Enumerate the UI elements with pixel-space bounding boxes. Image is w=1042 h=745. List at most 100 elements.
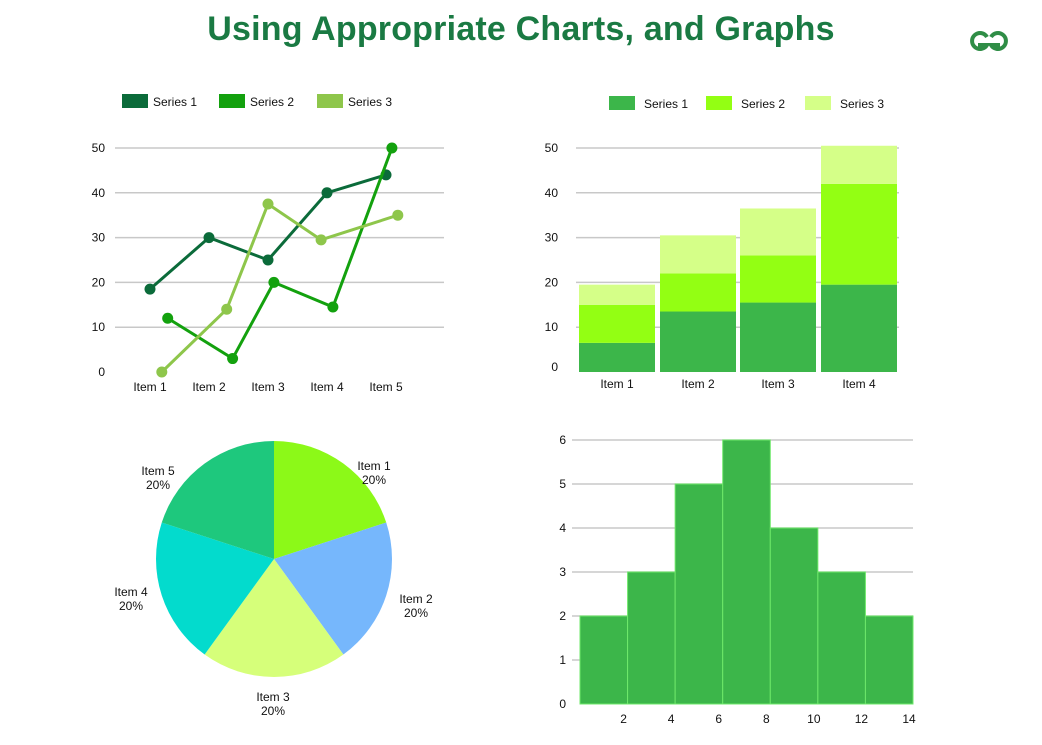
x-tick-label: Item 5 — [369, 380, 403, 394]
series-line-1 — [149, 173, 387, 291]
legend-swatch-3 — [317, 94, 343, 108]
bar-segment-3 — [821, 145, 897, 184]
data-point — [262, 254, 274, 266]
x-tick-label: Item 1 — [133, 380, 167, 394]
y-tick-label: 3 — [559, 565, 566, 579]
legend-label-3: Series 3 — [840, 97, 884, 111]
x-tick-label: 4 — [668, 712, 675, 726]
pie-label-name: Item 2 — [399, 592, 433, 606]
pie-label-name: Item 1 — [357, 459, 391, 473]
data-point — [262, 198, 274, 210]
y-tick-label: 50 — [545, 141, 559, 155]
line-chart-series — [144, 142, 404, 378]
histogram-bar — [864, 615, 914, 705]
y-tick-label: 0 — [559, 697, 566, 711]
data-point — [227, 353, 239, 365]
line-chart-y-ticks: 0 10 20 30 40 50 — [92, 141, 106, 379]
bar-segment-2 — [740, 255, 816, 303]
legend-label-2: Series 2 — [250, 95, 294, 109]
data-point — [386, 142, 398, 154]
bar-segment-1 — [740, 302, 816, 372]
pie-chart: Item 120%Item 220%Item 320%Item 420%Item… — [114, 441, 433, 718]
pie-slice-1 — [274, 441, 387, 559]
x-tick-label: Item 1 — [600, 377, 634, 391]
bar-segment-1 — [821, 284, 897, 372]
x-tick-label: 8 — [763, 712, 770, 726]
y-tick-label: 5 — [559, 477, 566, 491]
legend-label-3: Series 3 — [348, 95, 392, 109]
bar-segment-2 — [660, 273, 736, 312]
data-point — [156, 366, 168, 378]
bar-chart-bars — [579, 145, 897, 372]
histogram-bar — [627, 571, 676, 705]
x-tick-label: 6 — [715, 712, 722, 726]
data-point — [327, 301, 339, 313]
histogram-x-ticks: 2 4 6 8 10 12 14 — [620, 712, 916, 726]
histogram-bars — [579, 439, 914, 705]
pie-label-value: 20% — [119, 599, 143, 613]
pie-slice-2 — [274, 522, 392, 655]
x-tick-label: Item 3 — [761, 377, 795, 391]
histogram-bar — [722, 439, 771, 705]
pie-label-value: 20% — [261, 704, 285, 718]
data-point — [392, 209, 404, 221]
pie-slice-4 — [155, 522, 274, 655]
pie-label-name: Item 4 — [114, 585, 148, 599]
bar-chart-legend: Series 1 Series 2 Series 3 — [609, 96, 884, 111]
legend-label-1: Series 1 — [644, 97, 688, 111]
x-tick-label: Item 4 — [310, 380, 344, 394]
y-tick-label: 10 — [545, 320, 559, 334]
data-point — [203, 232, 215, 244]
bar-segment-2 — [579, 304, 655, 343]
x-tick-label: 10 — [807, 712, 821, 726]
pie-chart-labels: Item 120%Item 220%Item 320%Item 420%Item… — [114, 459, 433, 718]
x-tick-label: 12 — [855, 712, 869, 726]
y-tick-label: 0 — [98, 365, 105, 379]
y-tick-label: 10 — [92, 320, 106, 334]
histogram-y-ticks: 0 1 2 3 4 5 6 — [559, 433, 566, 711]
data-point — [268, 276, 280, 288]
gfg-logo-icon — [970, 31, 1008, 51]
bar-segment-3 — [660, 235, 736, 274]
x-tick-label: 14 — [902, 712, 916, 726]
y-tick-label: 2 — [559, 609, 566, 623]
y-tick-label: 30 — [545, 231, 559, 245]
y-tick-label: 0 — [551, 360, 558, 374]
pie-label-value: 20% — [404, 606, 428, 620]
histogram-bar — [769, 527, 819, 705]
data-point — [162, 312, 174, 324]
bar-chart-x-ticks: Item 1 Item 2 Item 3 Item 4 — [600, 377, 876, 391]
x-tick-label: Item 4 — [842, 377, 876, 391]
histogram-bar — [817, 571, 866, 705]
pie-label-name: Item 3 — [256, 690, 290, 704]
data-point — [221, 303, 233, 315]
legend-swatch-2 — [219, 94, 245, 108]
y-tick-label: 50 — [92, 141, 106, 155]
y-tick-label: 1 — [559, 653, 566, 667]
bar-segment-3 — [579, 284, 655, 305]
data-point — [321, 187, 333, 199]
legend-swatch-1 — [609, 96, 635, 110]
bar-segment-1 — [579, 342, 655, 372]
pie-label-name: Item 5 — [141, 464, 175, 478]
bar-segment-1 — [660, 311, 736, 372]
y-tick-label: 40 — [545, 186, 559, 200]
y-tick-label: 4 — [559, 521, 566, 535]
legend-label-2: Series 2 — [741, 97, 785, 111]
data-point — [144, 283, 156, 295]
histogram-bar — [674, 483, 724, 705]
x-tick-label: 2 — [620, 712, 627, 726]
y-tick-label: 40 — [92, 186, 106, 200]
pie-label-value: 20% — [146, 478, 170, 492]
line-chart-gridlines — [115, 147, 444, 328]
legend-swatch-3 — [805, 96, 831, 110]
legend-label-1: Series 1 — [153, 95, 197, 109]
bar-segment-2 — [821, 183, 897, 285]
x-tick-label: Item 2 — [681, 377, 715, 391]
stacked-bar-chart: 0 10 20 30 40 50 Item 1 Item 2 Item 3 Item 4 Ser… — [545, 96, 899, 391]
legend-swatch-2 — [706, 96, 732, 110]
pie-chart-slices — [155, 441, 392, 677]
bar-segment-3 — [740, 208, 816, 256]
